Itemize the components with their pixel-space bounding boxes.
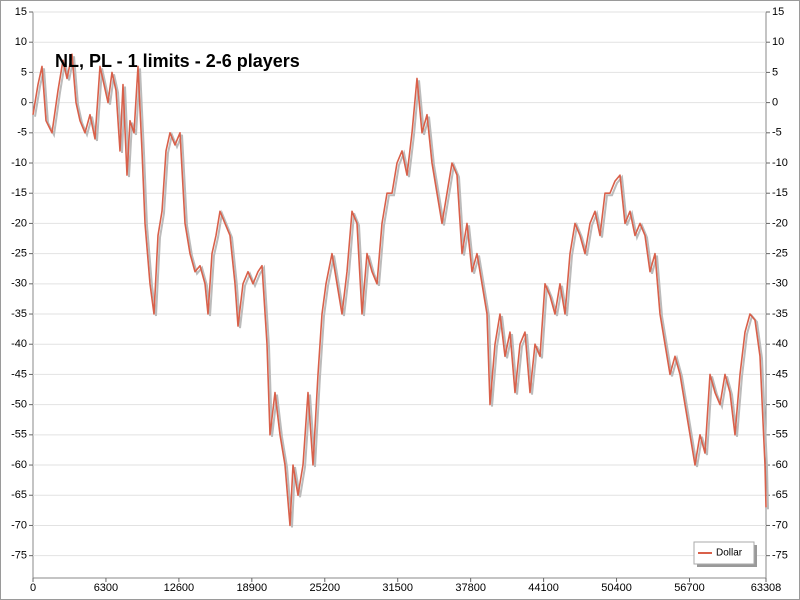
y-tick-label: -10 bbox=[11, 157, 27, 169]
y-tick-label: -55 bbox=[11, 429, 27, 441]
y-tick-label: -5 bbox=[17, 127, 27, 139]
y2-tick-label: -45 bbox=[772, 368, 788, 380]
x-tick-label: 25200 bbox=[309, 582, 340, 594]
x-tick-label: 0 bbox=[30, 582, 36, 594]
x-tick-label: 50400 bbox=[601, 582, 632, 594]
y2-tick-label: -50 bbox=[772, 399, 788, 411]
y2-tick-label: 15 bbox=[772, 6, 784, 18]
y2-tick-label: -55 bbox=[772, 429, 788, 441]
y-tick-label: -25 bbox=[11, 248, 27, 260]
y2-tick-label: -10 bbox=[772, 157, 788, 169]
y-tick-label: -60 bbox=[11, 459, 27, 471]
y-tick-label: -45 bbox=[11, 368, 27, 380]
y-tick-label: -30 bbox=[11, 278, 27, 290]
y2-tick-label: -40 bbox=[772, 338, 788, 350]
y-tick-label: -65 bbox=[11, 489, 27, 501]
x-tick-label: 63308 bbox=[751, 582, 782, 594]
x-tick-label: 37800 bbox=[455, 582, 486, 594]
legend-label: Dollar bbox=[716, 548, 743, 559]
y-tick-label: -15 bbox=[11, 187, 27, 199]
x-tick-label: 6300 bbox=[94, 582, 118, 594]
y2-tick-label: 0 bbox=[772, 97, 778, 109]
marks bbox=[32, 53, 769, 528]
y-tick-label: -75 bbox=[11, 550, 27, 562]
legend: Dollar bbox=[693, 541, 757, 567]
y2-tick-label: -5 bbox=[772, 127, 782, 139]
legend-box bbox=[693, 541, 755, 565]
y-tick-label: -70 bbox=[11, 519, 27, 531]
x-tick-label: 44100 bbox=[528, 582, 559, 594]
y2-tick-label: -35 bbox=[772, 308, 788, 320]
y-tick-label: 5 bbox=[21, 66, 27, 78]
y-tick-label: 15 bbox=[15, 6, 27, 18]
grid bbox=[29, 11, 770, 582]
y-tick-label: 10 bbox=[15, 36, 27, 48]
x-tick-label: 18900 bbox=[237, 582, 268, 594]
x-tick-label: 56700 bbox=[674, 582, 705, 594]
y2-tick-label: -65 bbox=[772, 489, 788, 501]
y-tick-label: -20 bbox=[11, 217, 27, 229]
y-tick-label: -50 bbox=[11, 399, 27, 411]
y2-tick-label: -20 bbox=[772, 217, 788, 229]
y2-tick-label: -25 bbox=[772, 248, 788, 260]
x-tick-label: 12600 bbox=[164, 582, 195, 594]
y-tick-label: -40 bbox=[11, 338, 27, 350]
x-tick-label: 31500 bbox=[382, 582, 413, 594]
y2-tick-label: 5 bbox=[772, 66, 778, 78]
y-tick-label: 0 bbox=[21, 97, 27, 109]
plot-area bbox=[32, 11, 767, 579]
line-shadow bbox=[34, 56, 769, 528]
y2-tick-label: -70 bbox=[772, 519, 788, 531]
y2-tick-label: 10 bbox=[772, 36, 784, 48]
y-tick-label: -35 bbox=[11, 308, 27, 320]
y2-tick-label: -30 bbox=[772, 278, 788, 290]
chart-title: NL, PL - 1 limits - 2-6 players bbox=[55, 51, 300, 71]
y2-tick-label: -75 bbox=[772, 550, 788, 562]
data-line bbox=[32, 53, 767, 527]
y2-tick-label: -60 bbox=[772, 459, 788, 471]
y2-tick-label: -15 bbox=[772, 187, 788, 199]
